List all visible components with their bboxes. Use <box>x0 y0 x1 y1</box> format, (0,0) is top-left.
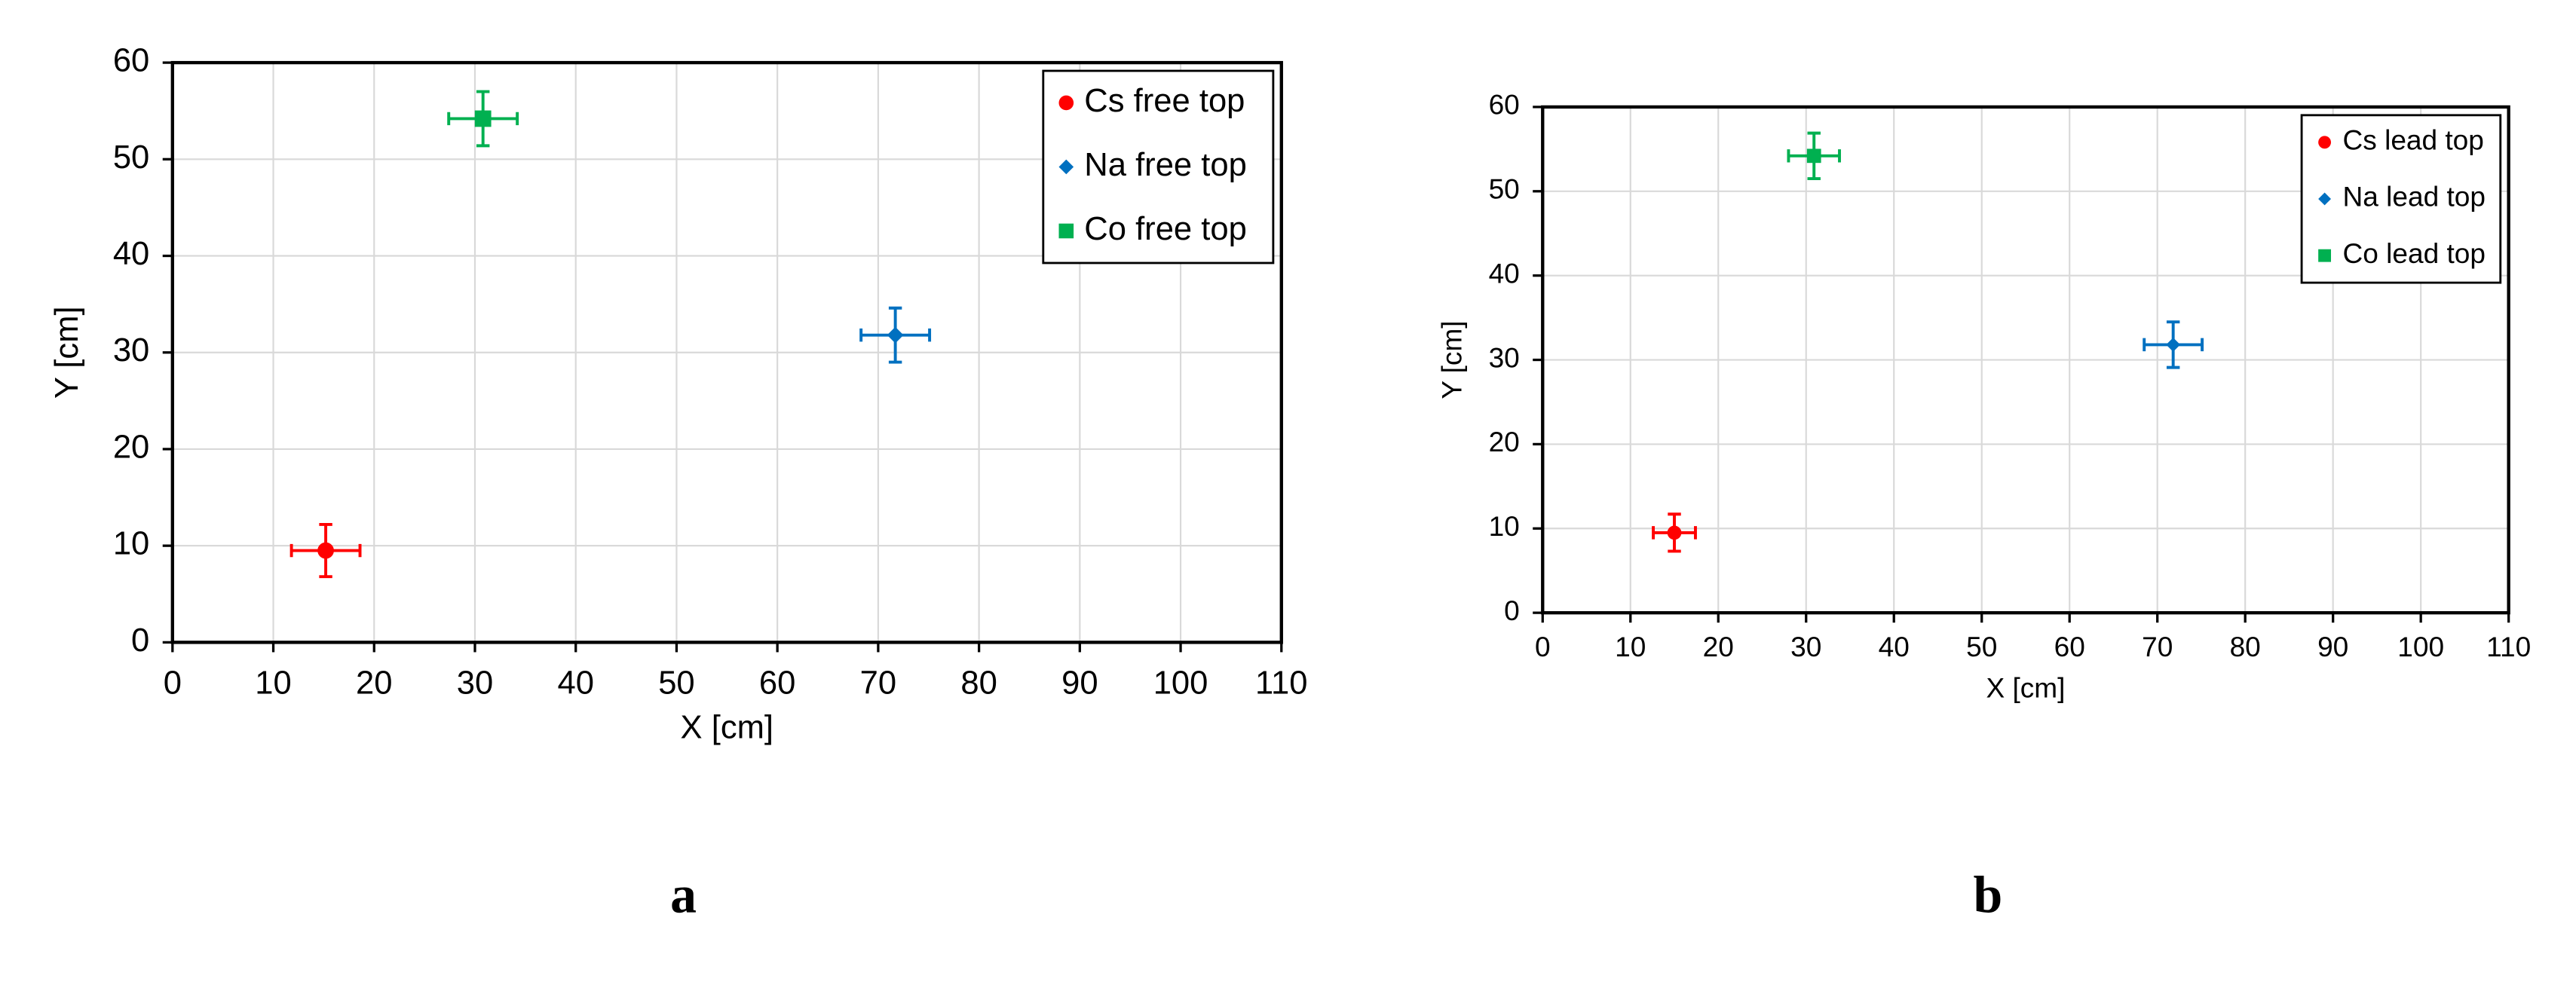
y-tick-label: 20 <box>113 429 149 465</box>
x-tick-label: 50 <box>658 665 694 702</box>
marker <box>2166 338 2181 352</box>
x-tick-label: 90 <box>1061 665 1098 702</box>
legend-marker <box>2318 192 2332 206</box>
x-tick-label: 110 <box>1255 665 1307 702</box>
panel-label: a <box>670 866 697 924</box>
x-tick-label: 90 <box>2317 631 2348 662</box>
marker <box>1667 525 1682 540</box>
x-tick-label: 50 <box>1966 631 1997 662</box>
marker <box>1806 148 1821 164</box>
y-axis-label: Y [cm] <box>1435 320 1467 399</box>
legend-label: Na lead top <box>2343 181 2486 213</box>
marker <box>887 326 904 344</box>
legend-marker <box>1058 95 1074 111</box>
legend-label: Co free top <box>1084 211 1247 247</box>
x-tick-label: 70 <box>860 665 896 702</box>
y-tick-label: 10 <box>1489 510 1520 542</box>
legend-label: Cs free top <box>1084 83 1245 119</box>
legend-box <box>2300 114 2502 284</box>
panel-label: b <box>1973 866 2002 924</box>
y-tick-label: 30 <box>113 332 149 369</box>
x-tick-label: 20 <box>356 665 392 702</box>
x-tick-label: 0 <box>1535 631 1551 662</box>
x-tick-label: 40 <box>557 665 593 702</box>
x-tick-label: 80 <box>2230 631 2261 662</box>
x-tick-label: 100 <box>2397 631 2444 662</box>
legend-marker <box>1058 159 1074 175</box>
y-tick-label: 50 <box>113 139 149 176</box>
legend-label: Na free top <box>1084 147 1247 183</box>
x-tick-label: 60 <box>759 665 795 702</box>
x-axis-label: X [cm] <box>681 709 773 745</box>
x-tick-label: 20 <box>1703 631 1734 662</box>
x-tick-label: 100 <box>1153 665 1208 702</box>
y-axis-label: Y [cm] <box>49 306 85 399</box>
x-tick-label: 40 <box>1879 631 1910 662</box>
legend-marker <box>2318 136 2332 149</box>
x-tick-label: 30 <box>457 665 493 702</box>
y-tick-label: 10 <box>113 526 149 562</box>
y-tick-label: 0 <box>1504 595 1520 626</box>
x-tick-label: 10 <box>1615 631 1646 662</box>
y-tick-label: 30 <box>1489 341 1520 373</box>
x-tick-label: 80 <box>960 665 997 702</box>
legend-marker <box>2318 249 2332 262</box>
legend-label: Cs lead top <box>2343 124 2484 156</box>
x-tick-label: 60 <box>2054 631 2085 662</box>
x-axis-label: X [cm] <box>1986 671 2065 703</box>
x-tick-label: 30 <box>1790 631 1821 662</box>
y-tick-label: 60 <box>1489 89 1520 121</box>
marker <box>317 542 334 559</box>
x-tick-label: 110 <box>2486 631 2531 662</box>
y-tick-label: 40 <box>113 236 149 272</box>
marker <box>474 110 492 127</box>
y-tick-label: 20 <box>1489 426 1520 457</box>
legend-box <box>1042 69 1275 265</box>
y-tick-label: 50 <box>1489 173 1520 205</box>
legend-marker <box>1058 223 1074 239</box>
legend-label: Co lead top <box>2343 237 2486 269</box>
x-tick-label: 70 <box>2142 631 2173 662</box>
x-tick-label: 0 <box>164 665 182 702</box>
plot-frame <box>170 60 1283 644</box>
y-tick-label: 40 <box>1489 257 1520 289</box>
y-tick-label: 60 <box>113 43 149 79</box>
plot-frame <box>1541 105 2510 615</box>
y-tick-label: 0 <box>131 622 149 659</box>
x-tick-label: 10 <box>255 665 291 702</box>
